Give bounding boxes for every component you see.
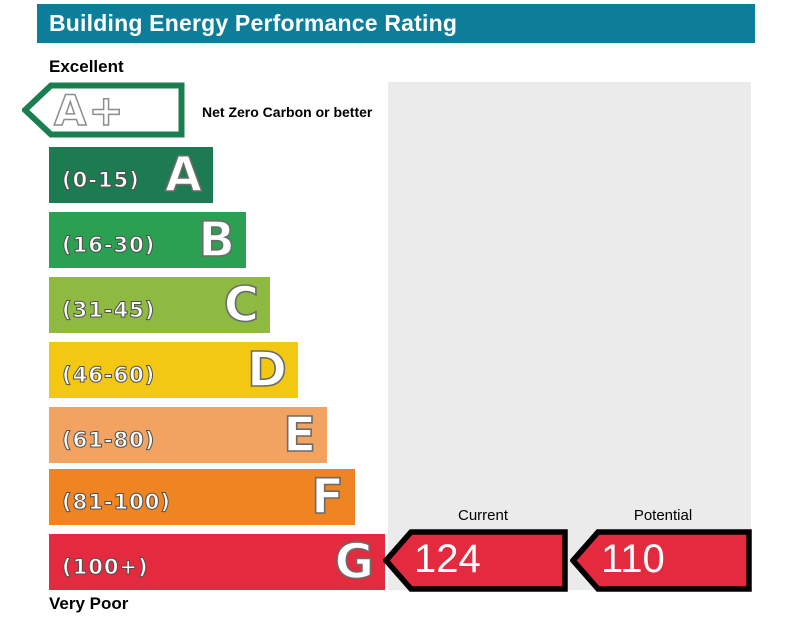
band-letter: C: [223, 277, 260, 333]
band-a: (0-15) A: [49, 147, 213, 203]
band-f: (81-100) F: [49, 469, 355, 525]
band-letter: A: [164, 147, 203, 203]
band-letter: D: [246, 342, 287, 398]
potential-rating-arrow-icon: [570, 529, 752, 592]
net-zero-label: Net Zero Carbon or better: [202, 104, 373, 120]
chart-header: Building Energy Performance Rating: [37, 4, 755, 43]
band-range: (100+): [62, 554, 149, 579]
current-rating-marker: 124: [383, 529, 568, 592]
band-e: (61-80) E: [49, 407, 327, 463]
band-g: (100+) G: [49, 534, 385, 590]
band-letter: B: [198, 212, 236, 268]
band-letter: F: [310, 469, 344, 525]
band-b: (16-30) B: [49, 212, 246, 268]
current-rating-value: 124: [414, 537, 481, 581]
band-range: (31-45): [61, 297, 156, 322]
potential-rating-marker: 110: [570, 529, 752, 592]
band-c: (31-45) C: [49, 277, 270, 333]
band-d: (46-60) D: [49, 342, 298, 398]
band-a-plus: A+: [22, 82, 185, 138]
current-rating-arrow-icon: [383, 529, 568, 592]
scale-bottom-label: Very Poor: [49, 594, 129, 613]
band-letter: G: [334, 534, 375, 590]
band-range: (0-15): [62, 167, 140, 192]
potential-column-label: Potential: [633, 507, 693, 524]
ratings-panel: [388, 82, 751, 590]
band-letter: E: [282, 407, 316, 463]
a-plus-letter: A+: [53, 85, 126, 136]
scale-top-label: Excellent: [49, 57, 124, 76]
potential-rating-value: 110: [601, 537, 665, 581]
band-range: (16-30): [61, 232, 156, 257]
current-column-label: Current: [457, 507, 509, 524]
chart-title: Building Energy Performance Rating: [49, 10, 458, 36]
band-range: (46-60): [61, 362, 156, 387]
band-range: (61-80): [61, 427, 156, 452]
a-plus-arrow-icon: [22, 82, 185, 138]
band-range: (81-100): [62, 489, 171, 514]
